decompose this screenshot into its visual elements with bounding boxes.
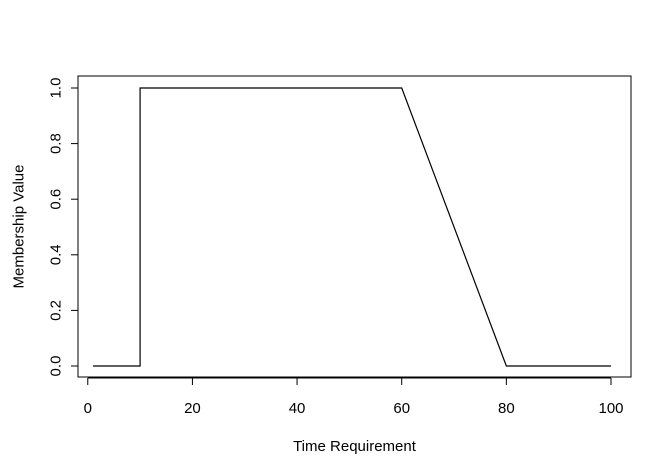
- y-axis-label: Membership Value: [11, 165, 28, 289]
- x-tick-label: 80: [498, 400, 515, 417]
- y-tick-label: 0.6: [48, 189, 65, 210]
- x-tick-label: 60: [393, 400, 410, 417]
- x-axis: 0 20 40 60 80 100: [84, 377, 624, 417]
- y-tick-label: 0.2: [48, 300, 65, 321]
- x-tick-label: 40: [289, 400, 306, 417]
- y-tick-label: 0.4: [48, 244, 65, 265]
- series-layer: [93, 87, 611, 367]
- y-tick-label: 1.0: [48, 78, 65, 99]
- y-axis: 0.0 0.2 0.4 0.6 0.8 1.0: [48, 78, 79, 377]
- x-axis-label: Time Requirement: [293, 438, 417, 455]
- series-line: [93, 87, 611, 367]
- x-tick-label: 20: [184, 400, 201, 417]
- y-tick-label: 0.0: [48, 356, 65, 377]
- x-tick-label: 0: [84, 400, 92, 417]
- x-tick-label: 100: [598, 400, 623, 417]
- y-tick-label: 0.8: [48, 133, 65, 154]
